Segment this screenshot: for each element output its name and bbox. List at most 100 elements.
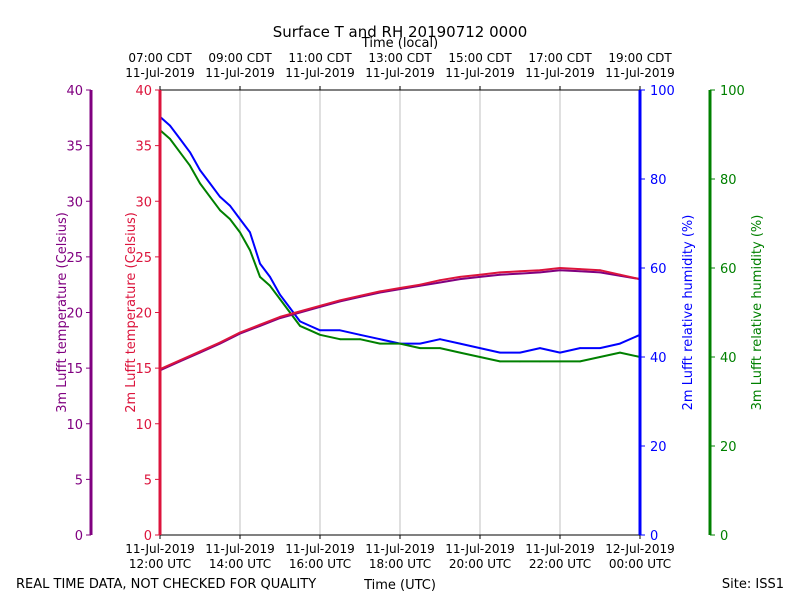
x-tick-label-time: 18:00 UTC [369, 557, 431, 571]
data-point-temp3m [539, 271, 541, 274]
data-point-temp2m [439, 279, 441, 282]
data-point-rh2m [599, 347, 601, 349]
data-point-rh2m [169, 124, 171, 127]
x-tick-label-time: 12:00 UTC [129, 557, 191, 571]
data-point-temp3m [499, 273, 501, 276]
x-tick-label-date: 11-Jul-2019 [365, 542, 435, 556]
y-tick-label-rh3m: 20 [720, 440, 737, 455]
data-point-rh3m [579, 360, 581, 363]
top-tick-label-time: 07:00 CDT [128, 51, 192, 65]
data-point-temp2m [459, 276, 461, 278]
data-point-temp2m [499, 271, 501, 274]
data-point-temp2m [199, 350, 201, 353]
data-point-rh2m [499, 351, 501, 354]
data-point-rh3m [309, 329, 311, 332]
site-label: Site: ISS1 [722, 577, 784, 592]
data-point-rh3m [559, 360, 561, 363]
data-point-rh3m [479, 356, 481, 358]
data-point-rh3m [399, 342, 401, 345]
y-tick-label-rh3m: 60 [720, 262, 737, 277]
data-point-temp3m [479, 276, 481, 278]
x-tick-label-date: 11-Jul-2019 [205, 542, 275, 556]
data-point-rh2m [479, 347, 481, 349]
data-point-rh3m [499, 360, 501, 363]
data-point-rh2m [579, 347, 581, 349]
y-tick-label-temp2m: 35 [135, 140, 152, 155]
data-point-temp2m [559, 267, 561, 269]
y-tick-label-temp3m: 40 [66, 84, 83, 99]
top-tick-label-date: 11-Jul-2019 [525, 66, 595, 80]
data-point-temp2m [299, 310, 301, 313]
data-point-temp3m [559, 269, 561, 272]
x-tick-label-time: 22:00 UTC [529, 557, 591, 571]
data-point-rh2m [459, 342, 461, 345]
y-tick-label-temp2m: 10 [135, 418, 152, 433]
grid-lines [239, 90, 561, 535]
data-point-rh3m [459, 351, 461, 354]
y-tick-label-rh3m: 0 [720, 529, 728, 544]
data-point-rh2m [519, 351, 521, 354]
y-tick-label-temp3m: 10 [66, 418, 83, 433]
top-tick-label-date: 11-Jul-2019 [285, 66, 355, 80]
top-tick-label-date: 11-Jul-2019 [445, 66, 515, 80]
data-point-temp2m [379, 290, 381, 293]
x-tick-label-time: 20:00 UTC [449, 557, 511, 571]
data-point-rh3m [199, 182, 201, 185]
data-point-rh2m [379, 338, 381, 341]
data-point-rh2m [179, 138, 181, 140]
x-axis-title: Time (UTC) [363, 578, 436, 593]
data-point-rh3m [279, 298, 281, 300]
data-point-temp2m [419, 283, 421, 286]
y-axis-title-rh2m: 2m Lufft relative humidity (%) [681, 215, 696, 411]
data-point-rh3m [419, 347, 421, 349]
data-point-rh3m [439, 347, 441, 349]
y-tick-label-temp2m: 30 [135, 195, 152, 210]
y-tick-label-temp3m: 30 [66, 195, 83, 210]
data-point-rh2m [209, 182, 211, 185]
y-tick-label-temp2m: 0 [144, 529, 152, 544]
top-tick-label-time: 11:00 CDT [288, 51, 352, 65]
data-point-rh2m [269, 276, 271, 278]
data-point-rh3m [179, 151, 181, 154]
y-tick-label-rh2m: 0 [650, 529, 658, 544]
data-point-temp2m [359, 294, 361, 297]
y-axis-title-rh3m: 3m Lufft relative humidity (%) [750, 215, 765, 411]
top-tick-label-time: 13:00 CDT [368, 51, 432, 65]
data-point-temp2m [219, 341, 221, 344]
data-point-rh2m [319, 329, 321, 332]
data-point-temp2m [519, 270, 521, 273]
data-point-rh2m [559, 351, 561, 354]
data-point-rh3m [299, 325, 301, 327]
data-point-temp3m [459, 278, 461, 280]
data-point-temp3m [519, 272, 521, 275]
data-point-temp2m [239, 331, 241, 334]
data-point-temp2m [599, 269, 601, 272]
data-point-rh3m [319, 333, 321, 336]
top-tick-label-date: 11-Jul-2019 [605, 66, 675, 80]
data-point-rh3m [229, 218, 231, 221]
top-axis-title: Time (local) [361, 36, 438, 51]
data-point-rh2m [619, 342, 621, 345]
data-point-rh3m [269, 284, 271, 287]
top-tick-label-time: 15:00 CDT [448, 51, 512, 65]
data-point-rh3m [259, 276, 261, 278]
top-tick-label-time: 17:00 CDT [528, 51, 592, 65]
y-tick-label-rh2m: 40 [650, 351, 667, 366]
x-tick-label-date: 11-Jul-2019 [445, 542, 515, 556]
data-point-rh3m [519, 360, 521, 363]
x-tick-label-date: 11-Jul-2019 [525, 542, 595, 556]
y-tick-label-temp3m: 15 [66, 362, 83, 377]
data-point-rh2m [229, 204, 231, 207]
data-point-rh2m [199, 169, 201, 172]
data-point-temp2m [259, 323, 261, 326]
data-point-rh2m [289, 307, 291, 309]
y-tick-label-rh2m: 80 [650, 173, 667, 188]
data-point-rh2m [259, 262, 261, 265]
chart-title: Surface T and RH 20190712 0000 [273, 23, 528, 41]
y-tick-label-temp2m: 15 [135, 362, 152, 377]
data-point-rh3m [599, 356, 601, 358]
y-tick-label-temp3m: 0 [75, 529, 83, 544]
y-tick-label-temp3m: 20 [66, 307, 83, 322]
data-point-rh3m [249, 249, 251, 252]
